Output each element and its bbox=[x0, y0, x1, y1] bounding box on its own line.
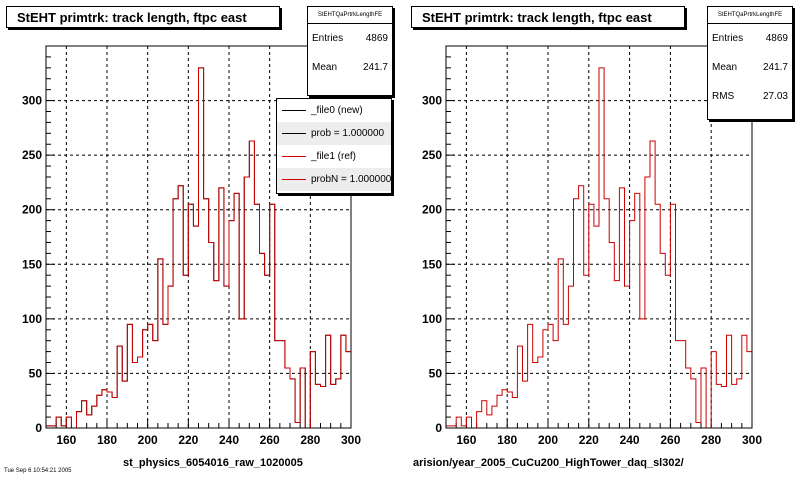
x-tick-label: 160 bbox=[456, 433, 476, 447]
stats-entries-value: 4869 bbox=[765, 33, 788, 44]
legend-swatch bbox=[282, 133, 306, 134]
x-tick-label: 180 bbox=[497, 433, 517, 447]
stats-mean-row: Mean 241.7 bbox=[308, 53, 392, 82]
legend-label: _file1 (ref) bbox=[311, 151, 357, 162]
panel-1-title: StEHT primtrk: track length, ftpc east bbox=[6, 6, 280, 28]
stats-rms-row: RMS 27.03 bbox=[708, 82, 792, 111]
legend-entry-probn: probN = 1.000000 bbox=[277, 168, 391, 191]
legend-swatch bbox=[282, 179, 306, 180]
legend-label: _file0 (new) bbox=[311, 105, 363, 116]
x-tick-label: 240 bbox=[620, 433, 640, 447]
y-tick-label: 250 bbox=[22, 148, 42, 162]
legend-entry-prob: prob = 1.000000 bbox=[277, 122, 391, 145]
y-tick-label: 150 bbox=[22, 257, 42, 271]
x-tick-label: 280 bbox=[300, 433, 320, 447]
stats-entries-row: Entries 4869 bbox=[708, 24, 792, 53]
x-tick-label: 260 bbox=[660, 433, 680, 447]
y-tick-label: 0 bbox=[35, 421, 42, 435]
stats-entries-label: Entries bbox=[712, 33, 744, 44]
stats-mean-label: Mean bbox=[712, 62, 738, 73]
stats-mean-value: 241.7 bbox=[362, 62, 388, 73]
x-tick-label: 300 bbox=[742, 433, 762, 447]
panel-1-stats-box: StEHTQaPrtrkLengthFE Entries 4869 Mean 2… bbox=[307, 6, 393, 96]
stats-entries-value: 4869 bbox=[365, 33, 388, 44]
y-tick-label: 300 bbox=[22, 94, 42, 108]
y-tick-label: 50 bbox=[429, 366, 443, 380]
legend-swatch bbox=[282, 110, 306, 111]
panel-1-footer: st_physics_6054016_raw_1020005 bbox=[123, 457, 303, 469]
y-tick-label: 200 bbox=[422, 203, 442, 217]
histogram-line-2 bbox=[45, 67, 352, 429]
footer-stamp: Tue Sep 6 10:54:21 2005 bbox=[4, 468, 72, 474]
legend-label: prob = 1.000000 bbox=[311, 128, 385, 139]
x-tick-label: 300 bbox=[341, 433, 361, 447]
stats-rms-label: RMS bbox=[712, 91, 735, 102]
plot-frame bbox=[45, 45, 352, 429]
x-tick-label: 280 bbox=[701, 433, 721, 447]
plot-frame bbox=[445, 45, 753, 429]
x-tick-label: 180 bbox=[97, 433, 117, 447]
x-tick-label: 220 bbox=[579, 433, 599, 447]
y-tick-label: 250 bbox=[422, 148, 442, 162]
stats-mean-row: Mean 241.7 bbox=[708, 53, 792, 82]
stats-entries-label: Entries bbox=[312, 33, 344, 44]
x-tick-label: 200 bbox=[538, 433, 558, 447]
y-tick-label: 300 bbox=[422, 94, 442, 108]
legend-entry-file0: _file0 (new) bbox=[277, 99, 391, 122]
panel-2-title: StEHT primtrk: track length, ftpc east bbox=[411, 6, 685, 28]
panel-2-stats-box: StEHTQaPrtrkLengthFE Entries 4869 Mean 2… bbox=[707, 6, 793, 120]
x-tick-label: 220 bbox=[178, 433, 198, 447]
x-tick-label: 160 bbox=[56, 433, 76, 447]
histogram-line-1 bbox=[445, 67, 753, 429]
x-tick-label: 200 bbox=[138, 433, 158, 447]
x-tick-label: 260 bbox=[260, 433, 280, 447]
panel-1-legend: _file0 (new) prob = 1.000000 _file1 (ref… bbox=[276, 98, 392, 194]
y-tick-label: 0 bbox=[435, 421, 442, 435]
stats-rms-value: 27.03 bbox=[762, 91, 788, 102]
panel-2-footer: arision/year_2005_CuCu200_HighTower_daq_… bbox=[413, 457, 684, 469]
stats-mean-label: Mean bbox=[312, 62, 338, 73]
y-tick-label: 150 bbox=[422, 257, 442, 271]
y-tick-label: 100 bbox=[22, 312, 42, 326]
y-tick-label: 100 bbox=[422, 312, 442, 326]
legend-swatch bbox=[282, 156, 306, 157]
y-tick-label: 50 bbox=[29, 366, 43, 380]
x-tick-label: 240 bbox=[219, 433, 239, 447]
legend-label: probN = 1.000000 bbox=[311, 174, 392, 185]
stats-name: StEHTQaPrtrkLengthFE bbox=[308, 7, 392, 24]
stats-name: StEHTQaPrtrkLengthFE bbox=[708, 7, 792, 24]
stats-mean-value: 241.7 bbox=[762, 62, 788, 73]
legend-entry-file1: _file1 (ref) bbox=[277, 145, 391, 168]
stats-entries-row: Entries 4869 bbox=[308, 24, 392, 53]
y-tick-label: 200 bbox=[22, 203, 42, 217]
